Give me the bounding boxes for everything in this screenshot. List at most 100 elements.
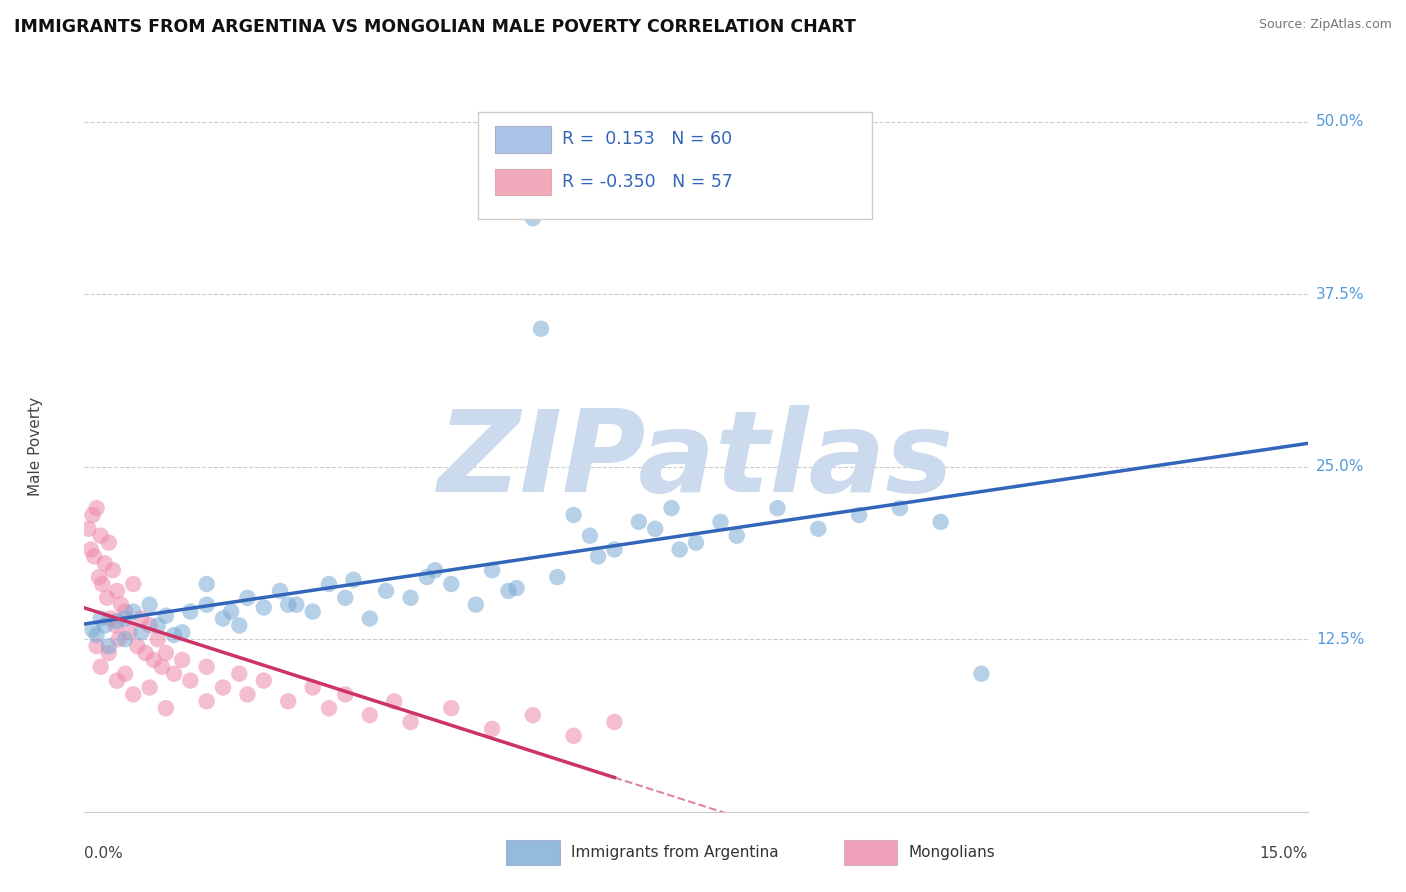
Point — [97, 535, 120, 549]
Point — [766, 501, 789, 516]
Point — [522, 211, 544, 226]
Point — [481, 563, 503, 577]
Point — [219, 605, 242, 619]
Point — [163, 628, 186, 642]
Point — [301, 605, 323, 619]
Point — [929, 515, 952, 529]
Point — [335, 687, 357, 701]
Point — [97, 646, 120, 660]
Point — [122, 605, 145, 619]
Point — [163, 666, 186, 681]
Point — [101, 563, 124, 577]
Point — [131, 611, 153, 625]
Point — [505, 581, 527, 595]
Point — [236, 591, 259, 605]
Point — [661, 501, 683, 516]
Point — [399, 714, 422, 729]
Point — [228, 618, 250, 632]
Point — [97, 639, 120, 653]
Point — [179, 605, 201, 619]
Point — [80, 542, 103, 557]
Point — [579, 529, 602, 543]
Point — [253, 673, 276, 688]
Point — [86, 639, 108, 653]
Point — [96, 591, 118, 605]
Point — [359, 708, 381, 723]
Point — [142, 653, 165, 667]
Point — [382, 694, 405, 708]
Point — [725, 529, 748, 543]
Point — [253, 600, 276, 615]
Point — [228, 666, 250, 681]
Point — [603, 714, 626, 729]
Point — [86, 501, 108, 516]
Text: Source: ZipAtlas.com: Source: ZipAtlas.com — [1258, 18, 1392, 31]
Point — [114, 611, 136, 625]
Point — [114, 605, 136, 619]
Point — [90, 529, 112, 543]
Text: 15.0%: 15.0% — [1260, 847, 1308, 861]
Point — [685, 535, 707, 549]
Point — [127, 639, 149, 653]
Point — [546, 570, 568, 584]
Point — [195, 660, 218, 674]
Point — [562, 508, 585, 522]
Text: 0.0%: 0.0% — [84, 847, 124, 861]
Point — [236, 687, 259, 701]
Point — [212, 611, 235, 625]
Point — [212, 681, 235, 695]
Point — [644, 522, 666, 536]
Point — [172, 625, 194, 640]
Point — [155, 701, 177, 715]
Point — [146, 632, 169, 647]
Point — [87, 570, 110, 584]
Point — [83, 549, 105, 564]
Text: R =  0.153   N = 60: R = 0.153 N = 60 — [562, 130, 733, 148]
Point — [342, 573, 364, 587]
Point — [464, 598, 486, 612]
Point — [155, 608, 177, 623]
Point — [530, 321, 553, 335]
Point — [399, 591, 422, 605]
Point — [93, 618, 115, 632]
Point — [105, 614, 128, 628]
Point — [91, 577, 114, 591]
Point — [135, 646, 157, 660]
Point — [138, 598, 160, 612]
Point — [440, 577, 463, 591]
Point — [627, 515, 650, 529]
Point — [481, 722, 503, 736]
Point — [122, 577, 145, 591]
Point — [318, 701, 340, 715]
Text: R = -0.350   N = 57: R = -0.350 N = 57 — [562, 173, 734, 191]
Point — [522, 708, 544, 723]
Point — [86, 628, 108, 642]
Point — [195, 577, 218, 591]
Point — [122, 687, 145, 701]
Point — [807, 522, 830, 536]
Text: Mongolians: Mongolians — [908, 846, 995, 860]
Point — [195, 694, 218, 708]
Point — [104, 618, 127, 632]
Text: 37.5%: 37.5% — [1316, 286, 1364, 301]
Point — [375, 583, 398, 598]
Point — [150, 660, 173, 674]
Point — [335, 591, 357, 605]
Point — [138, 681, 160, 695]
Point — [318, 577, 340, 591]
Point — [848, 508, 870, 522]
Point — [100, 611, 122, 625]
Point — [105, 673, 128, 688]
Point — [970, 666, 993, 681]
Point — [131, 625, 153, 640]
Point — [179, 673, 201, 688]
Point — [93, 557, 115, 571]
Text: IMMIGRANTS FROM ARGENTINA VS MONGOLIAN MALE POVERTY CORRELATION CHART: IMMIGRANTS FROM ARGENTINA VS MONGOLIAN M… — [14, 18, 856, 36]
Point — [105, 583, 128, 598]
Point — [498, 583, 520, 598]
Point — [668, 542, 690, 557]
Point — [277, 598, 299, 612]
Point — [77, 522, 100, 536]
Point — [416, 570, 439, 584]
Point — [301, 681, 323, 695]
